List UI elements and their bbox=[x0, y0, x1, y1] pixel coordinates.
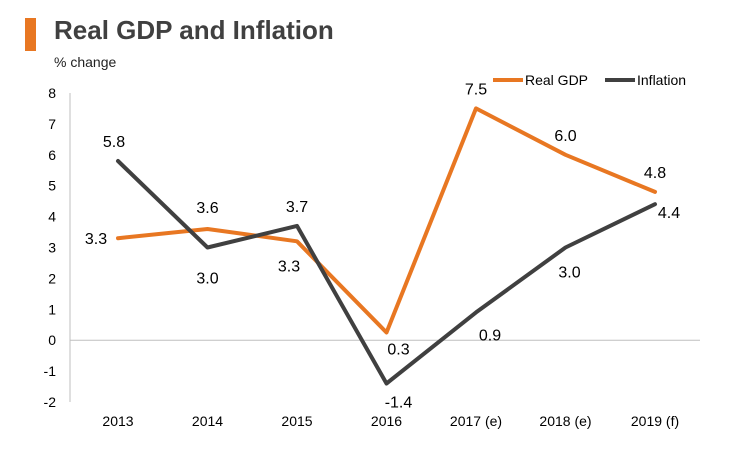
series-line-inflation bbox=[116, 159, 657, 386]
legend-label: Inflation bbox=[637, 72, 686, 88]
x-tick-label: 2013 bbox=[102, 413, 133, 429]
x-tick-label: 2019 (f) bbox=[631, 413, 679, 429]
y-axis-unit-label: % change bbox=[54, 54, 117, 70]
data-label-real-gdp: 6.0 bbox=[554, 128, 576, 145]
data-label-inflation: 3.0 bbox=[558, 265, 580, 282]
chart-title: Real GDP and Inflation bbox=[54, 15, 334, 45]
x-tick-label: 2014 bbox=[192, 413, 223, 429]
y-tick-label: -2 bbox=[44, 394, 57, 410]
chart-axes: -2 -1 0 1 2 3 4 5 6 7 8 2013 2014 2015 2016 2017 (e) 201… bbox=[44, 85, 700, 429]
data-label-inflation: 3.7 bbox=[286, 199, 308, 216]
x-tick-label: 2017 (e) bbox=[450, 413, 502, 429]
data-label-inflation: -1.4 bbox=[385, 394, 413, 411]
y-tick-label: 2 bbox=[48, 270, 56, 286]
title-accent-bar bbox=[25, 18, 36, 51]
data-label-real-gdp: 3.3 bbox=[85, 231, 107, 248]
data-label-real-gdp: 7.5 bbox=[465, 81, 487, 98]
x-tick-label: 2016 bbox=[371, 413, 402, 429]
y-tick-label: 7 bbox=[48, 116, 56, 132]
legend-label: Real GDP bbox=[525, 72, 588, 88]
data-label-real-gdp: 0.3 bbox=[387, 341, 409, 358]
data-label-real-gdp: 4.8 bbox=[644, 165, 666, 182]
y-tick-label: 6 bbox=[48, 147, 56, 163]
series-line-real-gdp bbox=[116, 106, 657, 335]
y-tick-label: 0 bbox=[48, 332, 56, 348]
y-tick-label: 4 bbox=[48, 209, 56, 225]
chart-legend: Real GDP Inflation bbox=[493, 72, 686, 88]
chart-series-lines bbox=[116, 106, 657, 386]
y-tick-label: 1 bbox=[48, 301, 56, 317]
data-label-real-gdp: 3.3 bbox=[278, 258, 300, 275]
chart-data-labels: 3.3 3.6 3.3 0.3 7.5 6.0 4.8 5.8 3.0 3.7 -1.4 0.9 3.0… bbox=[85, 81, 680, 411]
y-tick-label: 5 bbox=[48, 178, 56, 194]
x-tick-label: 2018 (e) bbox=[539, 413, 591, 429]
y-tick-label: -1 bbox=[44, 363, 57, 379]
data-label-inflation: 4.4 bbox=[658, 205, 680, 222]
data-label-inflation: 0.9 bbox=[479, 327, 501, 344]
data-label-inflation: 3.0 bbox=[196, 271, 218, 288]
data-label-real-gdp: 3.6 bbox=[196, 200, 218, 217]
x-tick-label: 2015 bbox=[281, 413, 312, 429]
y-tick-label: 8 bbox=[48, 85, 56, 101]
data-label-inflation: 5.8 bbox=[103, 134, 125, 151]
y-tick-label: 3 bbox=[48, 240, 56, 256]
